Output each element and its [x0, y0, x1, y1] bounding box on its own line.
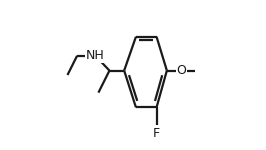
Text: NH: NH [86, 49, 105, 62]
Text: F: F [153, 127, 160, 140]
Text: O: O [177, 64, 186, 77]
